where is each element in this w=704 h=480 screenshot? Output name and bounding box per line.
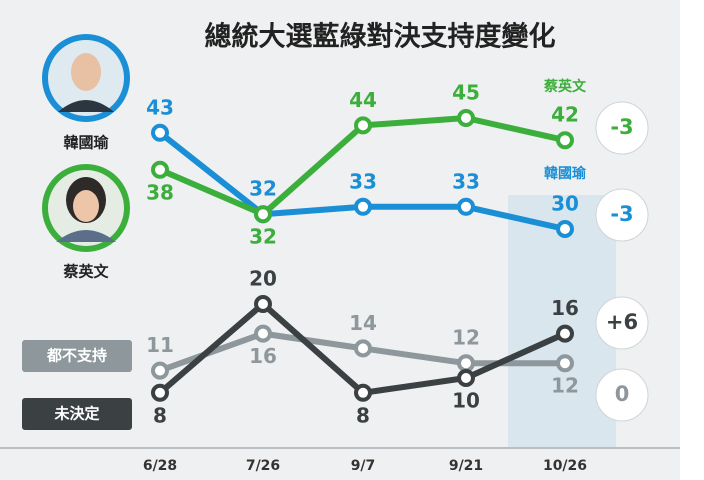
legend-label: 韓國瑜	[63, 134, 109, 152]
point	[151, 123, 169, 142]
value-label: 12	[452, 326, 480, 350]
point	[354, 197, 372, 216]
change-badge	[595, 368, 649, 422]
photo-tsai	[42, 164, 130, 252]
point	[457, 354, 475, 373]
value-label: 16	[551, 296, 579, 320]
legend-label: 蔡英文	[62, 263, 109, 281]
point	[457, 197, 475, 216]
point	[354, 383, 372, 402]
value-label: 32	[249, 177, 277, 201]
point	[151, 160, 169, 179]
legend-box	[22, 398, 132, 430]
point	[254, 295, 272, 313]
x-tick-label: 6/28	[143, 458, 177, 474]
point	[354, 116, 372, 135]
value-label: 44	[349, 88, 377, 112]
point	[556, 220, 574, 238]
value-label: 8	[153, 403, 167, 427]
change-label: 0	[615, 382, 630, 406]
value-label: 32	[249, 225, 277, 249]
point	[457, 109, 475, 127]
value-label: 45	[452, 81, 480, 105]
value-label: 16	[249, 344, 277, 368]
change-label: -3	[610, 115, 633, 139]
end-label: 蔡英文	[543, 78, 587, 95]
x-tick-label: 9/7	[351, 458, 376, 474]
chart-title: 總統大選藍綠對決支持度變化	[205, 21, 556, 53]
point	[151, 361, 169, 380]
value-label: 14	[349, 311, 377, 335]
x-tick-label: 9/21	[449, 458, 483, 474]
point	[254, 205, 272, 224]
value-label: 33	[452, 169, 480, 193]
legend-box	[22, 340, 132, 372]
legend-label: 都不支持	[46, 347, 107, 365]
point	[556, 131, 574, 150]
x-tick-label: 7/26	[246, 458, 280, 474]
value-label: 38	[146, 180, 174, 204]
value-label: 42	[551, 103, 579, 127]
change-badge	[595, 188, 649, 242]
value-label: 8	[356, 403, 370, 427]
change-label: -3	[610, 202, 633, 226]
value-label: 30	[551, 192, 579, 216]
point	[254, 324, 272, 343]
value-label: 11	[146, 333, 174, 357]
legend-label: 未決定	[53, 405, 99, 423]
value-label: 12	[551, 374, 579, 398]
value-label: 33	[349, 169, 377, 193]
change-label: +6	[606, 310, 638, 334]
point	[556, 354, 574, 373]
change-badge	[595, 296, 649, 350]
point	[354, 339, 372, 358]
change-badge	[595, 101, 649, 155]
point	[457, 369, 475, 387]
x-tick-label: 10/26	[543, 458, 587, 474]
point	[556, 324, 574, 343]
value-label: 10	[452, 389, 480, 413]
photo-han	[42, 34, 130, 122]
value-label: 43	[146, 95, 174, 119]
value-label: 20	[249, 267, 277, 291]
end-label: 韓國瑜	[544, 165, 587, 182]
point	[151, 383, 169, 402]
